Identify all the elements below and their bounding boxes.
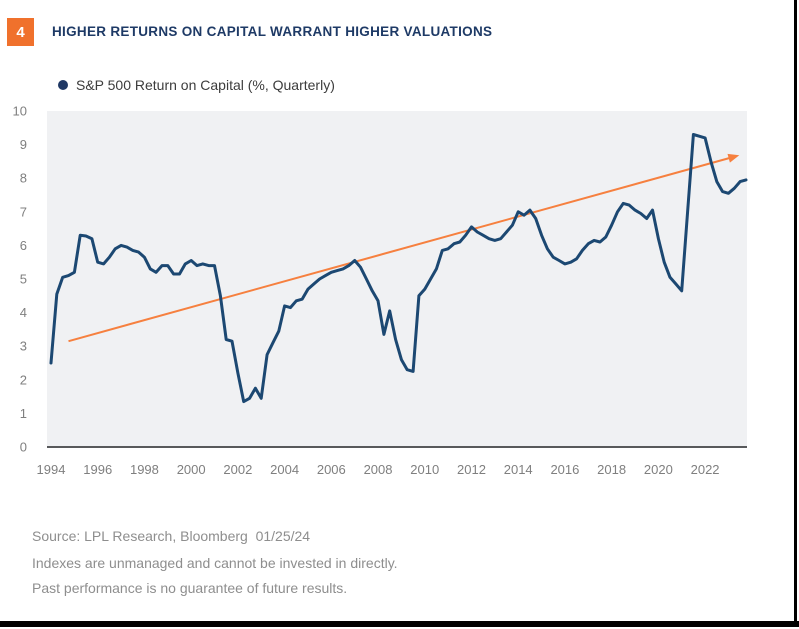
y-axis-tick-label: 6 (20, 238, 27, 253)
x-axis-tick-label: 2020 (644, 462, 673, 477)
figure-number-badge: 4 (7, 18, 34, 46)
x-axis-tick-label: 1994 (37, 462, 66, 477)
y-axis-tick-label: 3 (20, 339, 27, 354)
chart-title: HIGHER RETURNS ON CAPITAL WARRANT HIGHER… (52, 24, 493, 39)
chart-canvas: 0 1 2 3 4 5 6 7 8 9 10 1994 1996 1998 2000 2002 2004 2006… (13, 104, 748, 477)
x-axis-tick-label: 2022 (691, 462, 720, 477)
screenshot-bottom-border (0, 621, 799, 627)
y-axis-tick-label: 7 (20, 204, 27, 219)
x-axis-tick-label: 2018 (597, 462, 626, 477)
y-axis-tick-label: 9 (20, 137, 27, 152)
x-axis-tick-label: 2004 (270, 462, 299, 477)
y-axis-tick-label: 1 (20, 406, 27, 421)
y-axis-tick-label: 4 (20, 305, 27, 320)
x-axis-tick-label: 2014 (504, 462, 533, 477)
trend-arrow-line (68, 155, 736, 343)
x-axis-tick-label: 2002 (223, 462, 252, 477)
disclaimer-text-1: Indexes are unmanaged and cannot be inve… (32, 555, 398, 571)
x-axis-tick-label: 2008 (364, 462, 393, 477)
y-axis-tick-label: 0 (20, 440, 27, 455)
x-axis-tick-label: 2016 (550, 462, 579, 477)
x-axis-tick-label: 2000 (177, 462, 206, 477)
trend-arrowhead-icon (727, 153, 740, 163)
x-axis-tick-label: 2006 (317, 462, 346, 477)
x-axis-tick-label: 2012 (457, 462, 486, 477)
legend: S&P 500 Return on Capital (%, Quarterly) (58, 77, 335, 93)
legend-label: S&P 500 Return on Capital (%, Quarterly) (76, 77, 335, 93)
sp500-return-on-capital-line (49, 133, 748, 404)
x-axis-tick-label: 2010 (410, 462, 439, 477)
y-axis-tick-label: 8 (20, 171, 27, 186)
plot-area (47, 111, 747, 447)
disclaimer-text-2: Past performance is no guarantee of futu… (32, 580, 348, 596)
legend-dot-icon (58, 80, 68, 90)
screenshot-right-border (794, 0, 797, 627)
source-text: Source: LPL Research, Bloomberg 01/25/24 (32, 528, 311, 544)
x-axis-tick-label: 1998 (130, 462, 159, 477)
y-axis-tick-label: 5 (20, 272, 27, 287)
y-axis-tick-label: 2 (20, 372, 27, 387)
x-axis-tick-label: 1996 (83, 462, 112, 477)
y-axis-tick-label: 10 (13, 104, 27, 119)
